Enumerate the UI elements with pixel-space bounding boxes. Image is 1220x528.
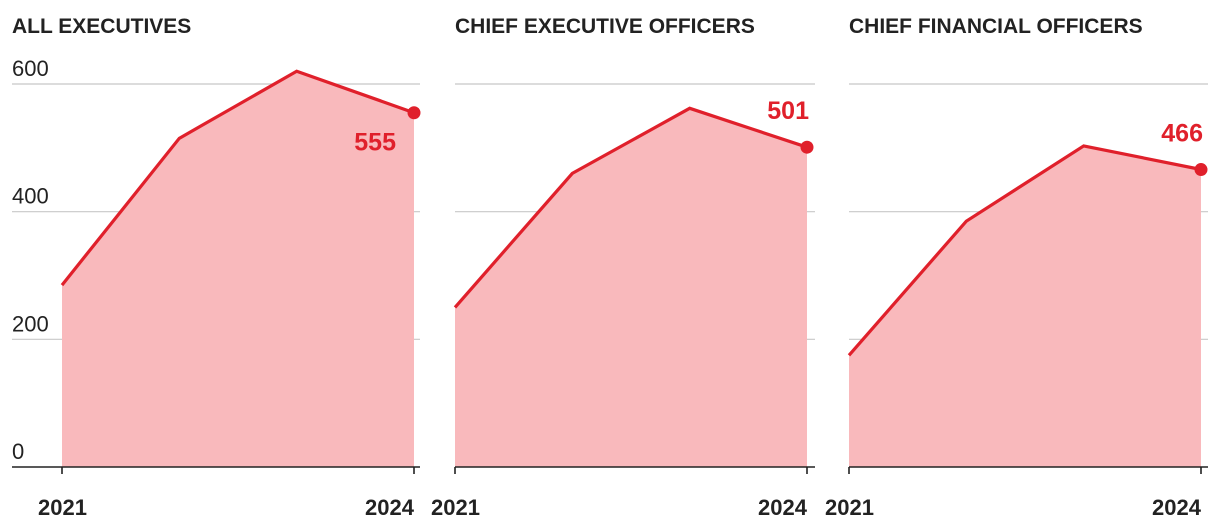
series-area	[455, 108, 807, 468]
end-value-label: 466	[1161, 120, 1203, 148]
end-point-marker	[407, 106, 421, 120]
x-tick-label: 2024	[1152, 495, 1202, 520]
y-tick-label: 600	[12, 56, 49, 81]
x-tick-label: 2024	[758, 495, 808, 520]
chart-panel-3: CHIEF FINANCIAL OFFICERS 2021 2024 466	[825, 15, 1208, 520]
y-tick-label: 0	[12, 439, 24, 464]
chart-panel-2: CHIEF EXECUTIVE OFFICERS 2021 2024 501	[431, 15, 815, 520]
end-value-label: 501	[767, 97, 809, 125]
series-line	[847, 144, 1202, 357]
end-point-marker	[800, 140, 814, 154]
end-point-marker	[1194, 163, 1208, 177]
y-tick-label: 200	[12, 311, 49, 336]
x-tick-label: 2024	[365, 495, 415, 520]
x-tick-label: 2021	[38, 495, 87, 520]
end-value-label: 555	[354, 129, 396, 157]
chart-title: CHIEF FINANCIAL OFFICERS	[849, 15, 1143, 38]
series-line	[60, 69, 415, 287]
series-area	[62, 71, 414, 467]
series-line	[453, 106, 808, 309]
x-tick-label: 2021	[825, 495, 874, 520]
chart-panel-1: ALL EXECUTIVES 2021 2024 0 200 400 600 555	[12, 15, 421, 520]
y-tick-label: 400	[12, 184, 49, 209]
chart-title: ALL EXECUTIVES	[12, 15, 191, 38]
series-area	[849, 145, 1201, 467]
chart-title: CHIEF EXECUTIVE OFFICERS	[455, 15, 755, 38]
x-tick-label: 2021	[431, 495, 480, 520]
